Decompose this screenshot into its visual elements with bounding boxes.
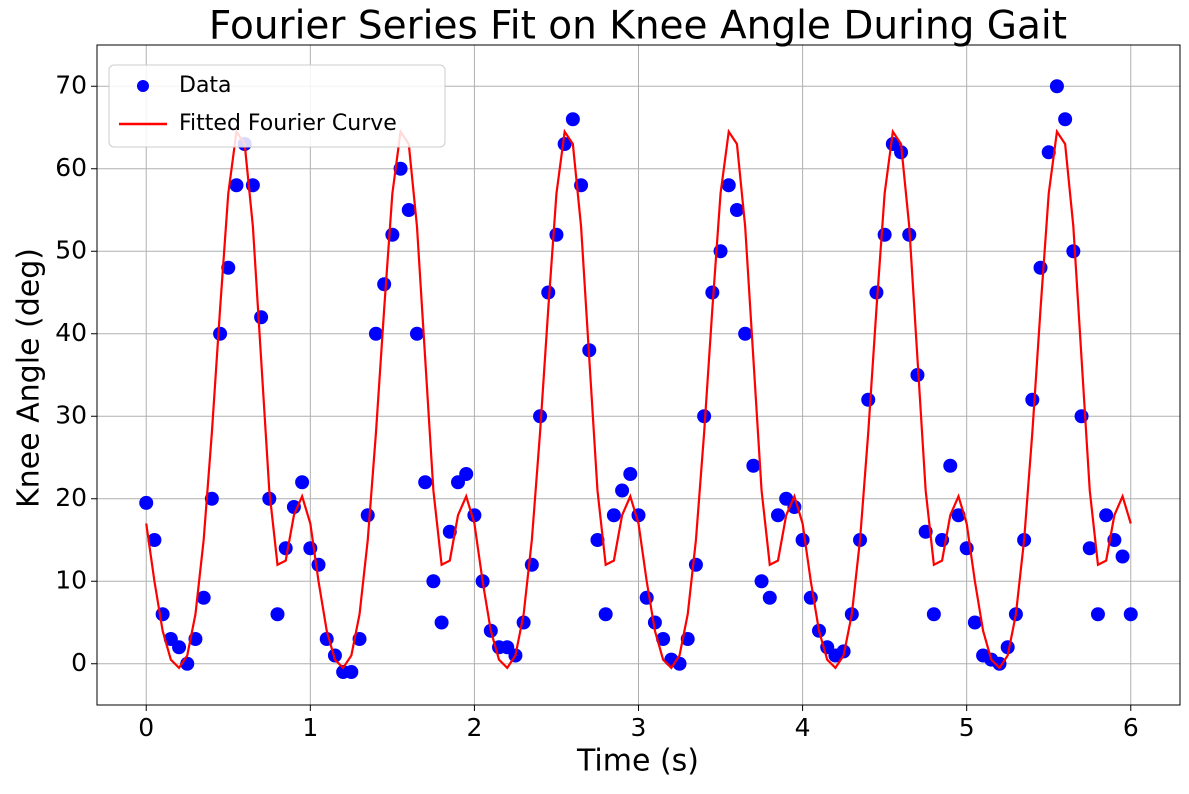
data-point xyxy=(647,615,662,630)
x-tick-label: 4 xyxy=(795,713,811,742)
y-tick-label: 50 xyxy=(55,235,87,264)
data-point xyxy=(557,137,572,151)
data-point xyxy=(943,458,958,473)
data-point xyxy=(803,590,818,605)
data-point xyxy=(229,178,244,193)
data-point xyxy=(1115,549,1130,564)
legend: Data Fitted Fourier Curve xyxy=(108,64,446,148)
data-point xyxy=(1041,145,1056,160)
data-point xyxy=(286,500,301,514)
data-point xyxy=(434,615,449,630)
data-point xyxy=(524,557,539,572)
data-point xyxy=(139,495,154,510)
data-point xyxy=(254,310,269,325)
data-point xyxy=(1066,244,1081,259)
y-tick-label: 70 xyxy=(55,70,87,99)
data-point xyxy=(172,640,187,655)
x-tick-label: 6 xyxy=(1123,713,1139,742)
data-point xyxy=(598,607,613,622)
data-point xyxy=(623,467,638,481)
data-point xyxy=(385,227,400,242)
data-point xyxy=(1123,607,1138,622)
data-point xyxy=(368,326,383,341)
data-point xyxy=(951,508,966,523)
plot-frame xyxy=(96,44,1181,706)
y-axis-label: Knee Angle (deg) xyxy=(12,248,47,508)
data-point xyxy=(754,574,769,589)
fit-line xyxy=(145,128,1132,670)
data-point xyxy=(762,590,777,605)
data-point xyxy=(1058,112,1073,127)
legend-label: Fitted Fourier Curve xyxy=(179,111,397,136)
y-tick-label: 0 xyxy=(71,648,87,677)
x-tick-label: 1 xyxy=(302,713,318,742)
data-point xyxy=(721,178,736,193)
data-point xyxy=(549,227,564,242)
data-point xyxy=(1033,260,1048,275)
data-point xyxy=(270,607,285,622)
data-point xyxy=(688,557,703,572)
data-point xyxy=(746,458,761,473)
x-axis-label: Time (s) xyxy=(576,744,699,779)
x-tick-label: 5 xyxy=(959,713,975,742)
data-point xyxy=(409,326,424,341)
y-tick-label: 40 xyxy=(55,318,87,347)
x-tick-label: 3 xyxy=(631,713,647,742)
data-point xyxy=(705,285,720,300)
data-point xyxy=(1049,79,1064,94)
data-point xyxy=(926,607,941,622)
data-point xyxy=(1090,607,1105,622)
data-point xyxy=(516,615,531,630)
data-point xyxy=(877,227,892,242)
data-point xyxy=(278,541,293,556)
y-tick-label: 30 xyxy=(55,400,87,429)
data-point xyxy=(221,260,236,275)
data-point xyxy=(311,557,326,572)
x-tick-label: 0 xyxy=(138,713,154,742)
data-point xyxy=(213,326,228,341)
data-point xyxy=(459,467,474,481)
data-point xyxy=(1082,541,1097,556)
data-point xyxy=(360,508,375,523)
data-point xyxy=(1000,640,1015,655)
data-point xyxy=(770,508,785,523)
data-point xyxy=(1099,508,1114,523)
data-point xyxy=(738,326,753,341)
data-point xyxy=(327,648,342,663)
data-point xyxy=(967,615,982,630)
data-point xyxy=(155,607,170,622)
data-point xyxy=(565,112,580,127)
data-point xyxy=(344,665,359,679)
data-point xyxy=(196,590,211,605)
data-point xyxy=(147,533,162,547)
x-tick-label: 2 xyxy=(466,713,482,742)
data-point xyxy=(639,590,654,605)
data-point xyxy=(377,277,392,292)
data-point xyxy=(861,392,876,407)
data-point xyxy=(204,491,219,506)
legend-label: Data xyxy=(179,73,232,98)
data-point xyxy=(656,632,671,646)
data-point xyxy=(615,483,630,498)
data-point xyxy=(992,656,1007,671)
data-point xyxy=(418,475,433,490)
y-tick-label: 60 xyxy=(55,153,87,182)
y-tick-label: 20 xyxy=(55,483,87,512)
data-point xyxy=(590,533,605,547)
y-tick-label: 10 xyxy=(55,565,87,594)
legend-box xyxy=(108,64,446,148)
legend-marker xyxy=(137,80,149,92)
data-point xyxy=(426,574,441,589)
data-point xyxy=(795,533,810,547)
data-point xyxy=(401,203,416,217)
data-point xyxy=(869,285,884,300)
chart-title: Fourier Series Fit on Knee Angle During … xyxy=(209,4,1067,49)
data-point xyxy=(541,285,556,300)
data-point xyxy=(1025,392,1040,407)
data-point xyxy=(606,508,621,523)
data-point xyxy=(729,203,744,217)
data-point xyxy=(295,475,310,490)
